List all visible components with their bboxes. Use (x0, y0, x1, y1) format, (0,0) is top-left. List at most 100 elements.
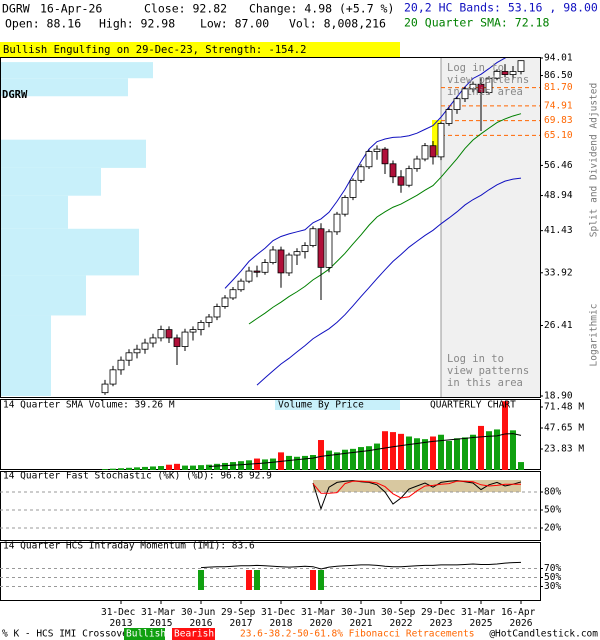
candle-body (309, 228, 317, 246)
x-tick-label: 16-Apr 2026 (501, 607, 541, 629)
y-tick-label: 33.92 (544, 267, 573, 278)
candle-body (477, 83, 485, 93)
volume-by-price-bar (1, 62, 153, 79)
y-tick-label: 47.65 M (544, 422, 584, 433)
candle-body (189, 329, 197, 333)
volume-bar (246, 460, 252, 470)
volume-bar (110, 468, 116, 470)
candle-body (149, 337, 157, 344)
candle-body (429, 145, 437, 158)
panel-subtitle: QUARTERLY CHART (430, 400, 516, 411)
volume-bar (502, 401, 508, 470)
volume-bar (326, 450, 332, 470)
volume-bar (302, 455, 308, 470)
volume-by-price-bar (1, 315, 51, 396)
fib-label: 81.70 (544, 82, 573, 93)
x-tick-label: 31-Dec 2018 (261, 607, 301, 629)
y-tick-label: 50% (544, 572, 561, 583)
panel-title: 14 Quarter SMA Volume: 39.26 M (3, 400, 175, 411)
volume-bar (150, 466, 156, 470)
volume-bar (430, 436, 436, 470)
candle-body (237, 280, 245, 291)
candle-body (357, 166, 365, 181)
x-tick-label: 29-Sep 2017 (221, 607, 261, 629)
volume-bar (350, 448, 356, 470)
volume-bar (310, 455, 316, 470)
volume-bar (238, 461, 244, 470)
y-tick-label: 48.94 (544, 190, 573, 201)
candle-body (389, 163, 397, 178)
volume-bar (190, 465, 196, 470)
volume-bar (422, 439, 428, 470)
fib-label: 65.10 (544, 130, 573, 141)
candle-body (133, 348, 141, 354)
volume-bar (390, 432, 396, 470)
volume-bar (230, 462, 236, 470)
x-tick-label: 30-Jun 2021 (341, 607, 381, 629)
candle-body (221, 297, 229, 307)
sma: 20 Quarter SMA: 72.18 (404, 16, 549, 30)
scale-label: Logarithmic (589, 304, 600, 367)
candle-body (397, 176, 405, 186)
y-tick-label: 94.01 (544, 53, 573, 64)
panel-title: 14 Quarter Fast Stochastic (%K) (%D): 96… (3, 471, 272, 482)
candle-body (485, 77, 493, 93)
volume-by-price-bar (1, 228, 139, 276)
volume-bar (414, 438, 420, 470)
candle-body (453, 98, 461, 110)
volume-bar (374, 443, 380, 470)
panel-title: 14 Quarter HCS Intraday Momentum (IMI): … (3, 541, 255, 552)
volume-bar (358, 447, 364, 470)
volume-bar (486, 431, 492, 470)
panel-title: DGRW (2, 89, 28, 101)
candle-body (277, 249, 285, 274)
pattern: Bullish Engulfing on 29-Dec-23, Strength… (3, 44, 306, 56)
pattern-highlight (432, 120, 441, 155)
volume-bar (518, 462, 524, 470)
volume-bar (454, 438, 460, 470)
candle-body (173, 337, 181, 347)
candle-body (117, 359, 125, 371)
volume-bar (102, 469, 108, 470)
volume-bar (510, 430, 516, 470)
footer-bearish: Bearish (174, 629, 214, 640)
vbp-title: Volume By Price (278, 400, 364, 411)
volume-by-price-bar (1, 195, 68, 229)
y-tick-label: 30% (544, 581, 561, 592)
volume-bar (318, 440, 324, 470)
candle-body (373, 148, 381, 152)
annotation: Log in to (447, 353, 504, 365)
candle-body (101, 383, 109, 394)
candle-body (365, 151, 373, 168)
vbp-label-bg (275, 400, 400, 410)
candle-body (317, 228, 325, 268)
volume-bar (254, 458, 260, 470)
candle-body (405, 168, 413, 186)
candle-body (253, 270, 261, 273)
y-tick-label: 41.43 (544, 225, 573, 236)
y-tick-label: 20% (544, 523, 561, 534)
y-tick-label: 23.83 M (544, 443, 584, 454)
change: Change: 4.98 (+5.7 %) (249, 2, 394, 16)
footer-bullish: Bullish (126, 629, 166, 640)
date: 16-Apr-26 (40, 2, 102, 16)
candle-body (437, 123, 445, 158)
volume-bar (134, 467, 140, 470)
x-tick-label: 29-Dec 2023 (421, 607, 461, 629)
series-line (224, 58, 507, 289)
candle-body (245, 270, 253, 282)
high: High: 92.98 (99, 17, 175, 31)
series-line (312, 480, 522, 499)
annotation: in this area (447, 86, 523, 98)
bearish-signal (246, 570, 252, 590)
candle-body (141, 342, 149, 350)
candle-body (381, 148, 389, 165)
candle-body (269, 249, 277, 263)
volume-bar (222, 462, 228, 470)
volume-bar (166, 464, 172, 470)
candle-body (461, 88, 469, 100)
low: Low: 87.00 (200, 17, 269, 31)
volume: Vol: 8,008,216 (289, 17, 386, 31)
volume-bar (214, 463, 220, 470)
